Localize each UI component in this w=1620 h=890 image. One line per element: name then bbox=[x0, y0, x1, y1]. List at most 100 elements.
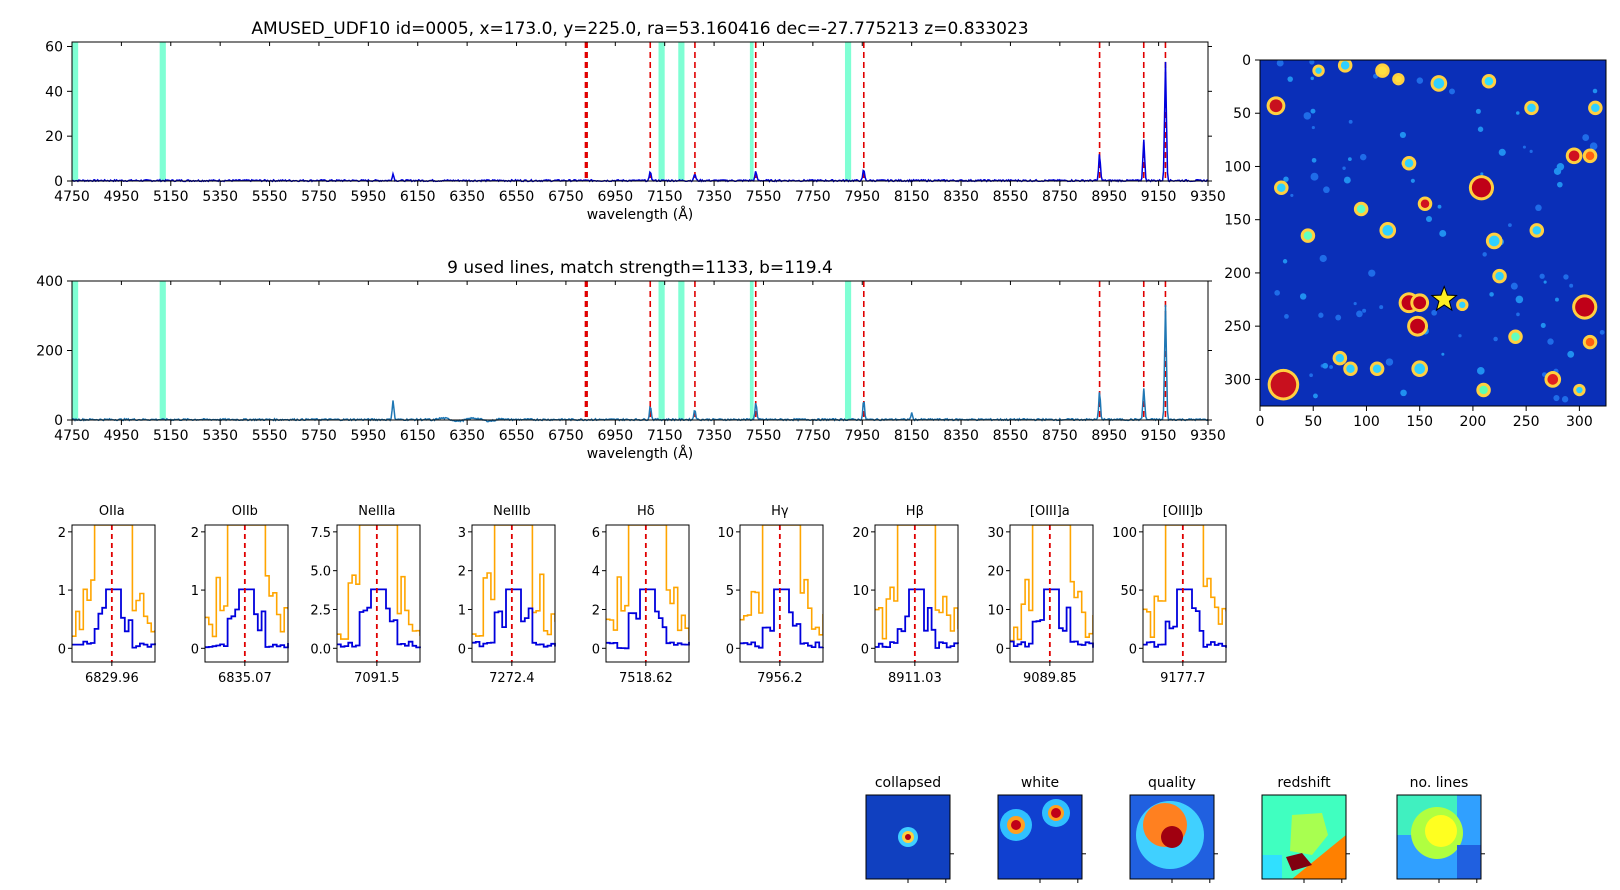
faint-source bbox=[1274, 290, 1280, 296]
faint-source bbox=[1475, 108, 1481, 114]
template-line bbox=[205, 525, 288, 638]
y-tick-label: 30 bbox=[987, 526, 1004, 541]
template-line bbox=[72, 525, 155, 637]
faint-source bbox=[1589, 142, 1598, 151]
image-sources bbox=[1266, 60, 1605, 403]
panel-frame bbox=[336, 524, 421, 663]
flux-line bbox=[875, 588, 959, 649]
faint-source bbox=[1311, 125, 1315, 130]
source bbox=[1410, 318, 1426, 334]
y-tick-label: 0 bbox=[458, 642, 466, 657]
x-tick-label: 6750 bbox=[548, 428, 584, 444]
x-tick-label: 8750 bbox=[1042, 428, 1078, 444]
flux-line bbox=[606, 588, 690, 650]
y-tick-label: 10 bbox=[852, 584, 869, 599]
thumbnail-title: white bbox=[1021, 775, 1059, 791]
faint-source bbox=[1348, 119, 1353, 124]
x-tick-label: 8550 bbox=[993, 428, 1029, 444]
x-tick-label: 6150 bbox=[400, 428, 436, 444]
flux-line bbox=[740, 588, 824, 649]
faint-source bbox=[1410, 178, 1415, 183]
sky-band bbox=[844, 281, 852, 420]
source bbox=[1414, 363, 1426, 375]
thumb-core bbox=[1051, 808, 1061, 818]
x-tick-label: 5550 bbox=[252, 189, 288, 205]
panel-center-label: 9177.7 bbox=[1160, 671, 1206, 686]
faint-source bbox=[1319, 254, 1327, 263]
faint-source bbox=[1416, 77, 1424, 84]
thumbnail bbox=[998, 795, 1082, 879]
thumb-core bbox=[1011, 820, 1021, 830]
x-tick-label: 5750 bbox=[301, 428, 337, 444]
sky-band bbox=[159, 42, 166, 181]
x-tick-label: 7750 bbox=[795, 189, 831, 205]
y-tick-label: 200 bbox=[1224, 266, 1251, 282]
y-tick-label: 0 bbox=[726, 642, 734, 657]
y-tick-label: 2 bbox=[191, 526, 199, 541]
x-tick-label: 5150 bbox=[153, 428, 189, 444]
y-tick-label: 50 bbox=[1233, 106, 1251, 122]
panel-title: Hβ bbox=[906, 504, 924, 519]
x-axis-label: wavelength (Å) bbox=[587, 445, 694, 462]
sky-band bbox=[749, 281, 754, 420]
source bbox=[1511, 332, 1520, 342]
sky-band bbox=[72, 42, 79, 181]
faint-source bbox=[1569, 283, 1574, 288]
y-tick-label: 0 bbox=[1242, 53, 1251, 69]
x-tick-label: 5150 bbox=[153, 189, 189, 205]
y-tick-label: 10 bbox=[987, 603, 1004, 618]
faint-source bbox=[1290, 193, 1294, 197]
thumb-core bbox=[1161, 826, 1183, 848]
x-tick-label: 9350 bbox=[1190, 428, 1226, 444]
chart-title: AMUSED_UDF10 id=0005, x=173.0, y=225.0, … bbox=[251, 19, 1028, 39]
axes-frame bbox=[71, 280, 1209, 421]
faint-source bbox=[1539, 273, 1545, 279]
panel-frame bbox=[471, 524, 556, 663]
template-line bbox=[606, 525, 689, 641]
y-tick-label: 100 bbox=[1224, 159, 1251, 175]
source bbox=[1346, 364, 1355, 373]
panel-center-label: 9089.85 bbox=[1023, 671, 1077, 686]
y-tick-label: 6 bbox=[592, 526, 600, 541]
y-tick-label: 5.0 bbox=[310, 565, 331, 580]
panel-title: OIIa bbox=[99, 504, 125, 519]
thumb-region bbox=[1457, 845, 1481, 879]
panel-frame bbox=[605, 524, 690, 663]
x-tick-label: 9150 bbox=[1141, 189, 1177, 205]
panel-frame bbox=[874, 524, 959, 663]
panel-title: NeIIIa bbox=[358, 504, 395, 519]
faint-source bbox=[1356, 310, 1363, 318]
y-tick-label: 2 bbox=[592, 603, 600, 618]
faint-source bbox=[1309, 60, 1315, 65]
faint-source bbox=[1529, 149, 1533, 153]
panel-frame bbox=[739, 524, 824, 663]
flux-line bbox=[205, 588, 289, 649]
faint-source bbox=[1553, 394, 1560, 402]
flux-line bbox=[472, 588, 556, 648]
faint-source bbox=[1310, 172, 1319, 181]
image-frame bbox=[1259, 59, 1607, 407]
y-tick-label: 0 bbox=[58, 642, 66, 657]
y-tick-label: 40 bbox=[45, 84, 63, 100]
thumbnail bbox=[866, 795, 950, 879]
source bbox=[1575, 297, 1595, 317]
faint-source bbox=[1303, 112, 1312, 120]
x-tick-label: 6950 bbox=[597, 189, 633, 205]
x-tick-label: 8950 bbox=[1091, 428, 1127, 444]
source bbox=[1568, 150, 1580, 162]
x-tick-label: 7950 bbox=[844, 189, 880, 205]
faint-source bbox=[1353, 302, 1357, 306]
source bbox=[1527, 103, 1536, 113]
flux-line bbox=[1010, 588, 1094, 648]
source bbox=[1315, 67, 1322, 74]
y-tick-label: 5 bbox=[726, 584, 734, 599]
panel-frame bbox=[1009, 524, 1094, 663]
faint-source bbox=[1482, 252, 1487, 257]
faint-source bbox=[1284, 314, 1289, 319]
y-tick-label: 0 bbox=[54, 174, 63, 190]
panel-title: [OIII]a bbox=[1030, 504, 1070, 519]
thumb-core bbox=[905, 834, 911, 840]
x-tick-label: 5550 bbox=[252, 428, 288, 444]
faint-source bbox=[1508, 223, 1512, 228]
faint-source bbox=[1516, 111, 1520, 115]
